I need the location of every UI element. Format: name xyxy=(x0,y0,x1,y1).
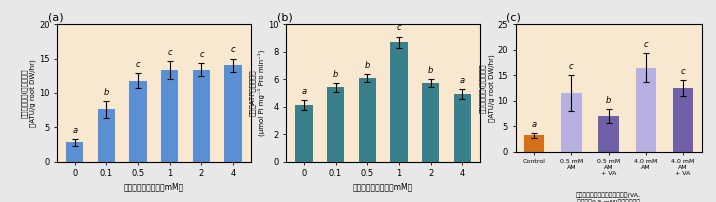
Bar xyxy=(561,93,581,152)
Text: (a): (a) xyxy=(47,12,63,22)
Text: c: c xyxy=(168,48,172,57)
Bar xyxy=(359,78,376,162)
Bar xyxy=(295,105,313,162)
Text: b: b xyxy=(104,88,109,97)
Text: c: c xyxy=(569,62,574,71)
Bar xyxy=(636,67,656,152)
Text: a: a xyxy=(72,126,77,135)
Bar xyxy=(524,135,544,152)
Text: a: a xyxy=(460,76,465,85)
Text: (c): (c) xyxy=(506,12,521,22)
Text: b: b xyxy=(364,61,370,69)
Bar xyxy=(326,87,344,162)
Bar xyxy=(97,109,115,162)
Text: a: a xyxy=(532,120,537,129)
Text: c: c xyxy=(136,60,140,69)
X-axis label: アンモニウム濃度（mM）: アンモニウム濃度（mM） xyxy=(353,182,413,191)
Bar xyxy=(422,83,440,162)
Text: b: b xyxy=(606,96,611,105)
Text: c: c xyxy=(397,23,401,33)
Bar xyxy=(390,42,407,162)
Bar xyxy=(599,116,619,152)
Text: c: c xyxy=(681,67,685,76)
Y-axis label: 硝化抑制活性(根乾燥重量
（ATU/g root DW/hr): 硝化抑制活性(根乾燥重量 （ATU/g root DW/hr) xyxy=(21,59,37,127)
Text: b: b xyxy=(428,66,433,75)
Y-axis label: 硝化抑制活性(根乾燥重量
（ATU/g root DW/hr): 硝化抑制活性(根乾燥重量 （ATU/g root DW/hr) xyxy=(480,54,495,122)
Bar xyxy=(673,88,693,152)
Bar xyxy=(66,142,84,162)
Bar xyxy=(130,81,147,162)
Bar xyxy=(224,65,242,162)
Text: c: c xyxy=(231,45,236,55)
X-axis label: アンモニウム濃度（mM）: アンモニウム濃度（mM） xyxy=(124,182,184,191)
Text: (b): (b) xyxy=(277,12,292,22)
Text: a: a xyxy=(301,87,306,96)
Bar xyxy=(193,69,211,162)
Text: b: b xyxy=(333,70,338,79)
Text: c: c xyxy=(199,50,204,59)
Bar xyxy=(453,94,471,162)
Bar xyxy=(161,70,178,162)
X-axis label: アンモニウム濃度とバナデート(VA,
添加濃度0.5 mM)の添加の有無: アンモニウム濃度とバナデート(VA, 添加濃度0.5 mM)の添加の有無 xyxy=(576,193,641,202)
Text: c: c xyxy=(644,40,648,49)
Y-axis label: 膜結合ATPアーゼ活性
(μmol Pi mg⁻¹ Pro min⁻¹): 膜結合ATPアーゼ活性 (μmol Pi mg⁻¹ Pro min⁻¹) xyxy=(249,50,266,136)
